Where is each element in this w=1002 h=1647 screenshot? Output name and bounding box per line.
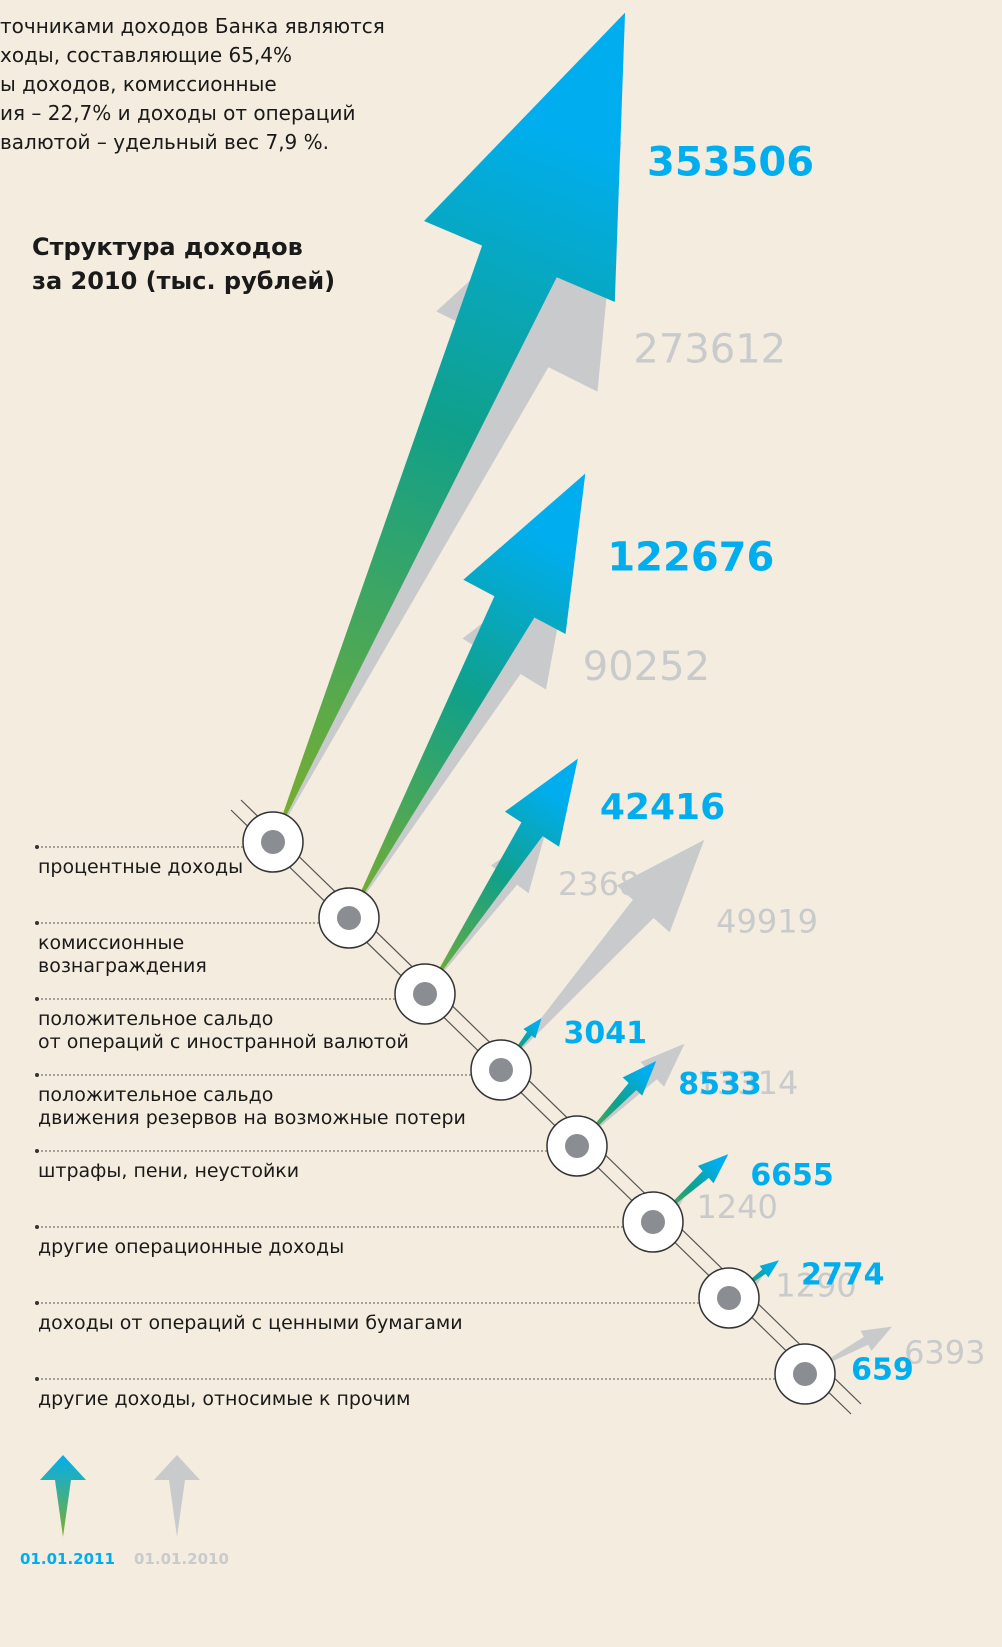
node-core (641, 1210, 665, 1234)
arrow-2011 (425, 758, 578, 994)
legend-label: 01.01.2011 (20, 1550, 115, 1568)
legend-arrow (154, 1455, 200, 1537)
category-label: другие доходы, относимые к прочим (38, 1388, 411, 1410)
category-label: штрафы, пени, неустойки (38, 1160, 300, 1182)
value-label-2010: 273612 (633, 327, 786, 373)
value-label-2010: 1290 (775, 1266, 856, 1304)
value-label-2010: 90252 (583, 644, 710, 690)
legend-label: 01.01.2010 (134, 1550, 229, 1568)
category-label: положительное сальдо от операций с иност… (38, 1008, 409, 1053)
node-core (793, 1362, 817, 1386)
intro-text: валютой – удельный вес 7,9 %. (0, 130, 329, 154)
value-label-2010: 1240 (696, 1188, 777, 1226)
chart-title: Структура доходов (32, 233, 303, 261)
node-core (337, 906, 361, 930)
node-core (565, 1134, 589, 1158)
node-core (413, 982, 437, 1006)
arrow-2011 (273, 12, 626, 842)
value-label-2010: 13314 (697, 1064, 799, 1102)
node-core (261, 830, 285, 854)
value-label-2011: 8533 (678, 1067, 762, 1102)
leader-dot (35, 921, 39, 925)
value-label-2010: 49919 (716, 903, 818, 941)
value-label-2011: 6655 (750, 1158, 834, 1193)
value-label-2011: 42416 (600, 787, 725, 828)
value-label-2011: 2774 (801, 1258, 885, 1293)
node-core (717, 1286, 741, 1310)
category-label: другие операционные доходы (38, 1236, 345, 1258)
category-label: доходы от операций с ценными бумагами (38, 1312, 463, 1334)
category-label: процентные доходы (38, 856, 244, 878)
intro-text: ия – 22,7% и доходы от операций (0, 101, 356, 125)
intro-text: ходы, составляющие 65,4% (0, 43, 293, 67)
value-label-2011: 659 (851, 1353, 914, 1388)
category-label: комиссионные вознаграждения (38, 932, 207, 977)
chart-title: за 2010 (тыс. рублей) (32, 267, 336, 295)
intro-text: точниками доходов Банка являются (0, 14, 385, 38)
value-label-2011: 122676 (607, 535, 774, 581)
value-label-2010: 6393 (904, 1333, 985, 1371)
legend-arrow (40, 1455, 86, 1537)
leader-dot (35, 1377, 39, 1381)
arrow-2011 (349, 473, 586, 918)
intro-text: ы доходов, комиссионные (0, 72, 277, 96)
leader-dot (35, 997, 39, 1001)
arrow-2010 (501, 839, 705, 1070)
leader-dot (35, 1073, 39, 1077)
node-core (489, 1058, 513, 1082)
leader-dot (35, 845, 39, 849)
value-label-2011: 3041 (564, 1016, 648, 1051)
leader-dot (35, 1149, 39, 1153)
leader-dot (35, 1301, 39, 1305)
leader-dot (35, 1225, 39, 1229)
category-label: положительное сальдо движения резервов н… (38, 1084, 466, 1129)
value-label-2011: 353506 (647, 139, 814, 185)
